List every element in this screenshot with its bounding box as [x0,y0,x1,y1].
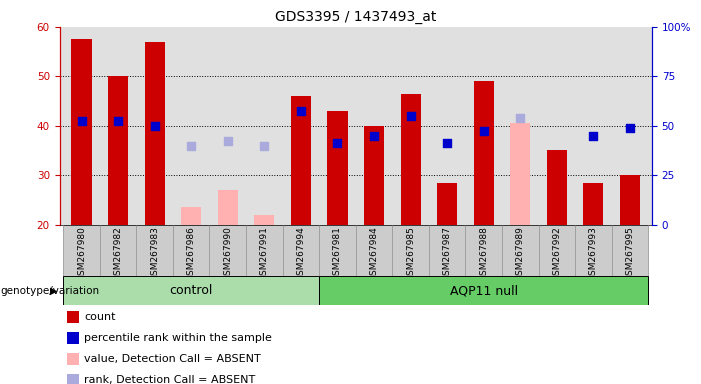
Bar [327,111,348,225]
Bar [612,225,648,276]
Text: genotype/variation: genotype/variation [1,286,100,296]
Bar [246,225,283,276]
Bar [510,123,531,225]
Point [222,137,233,144]
Point [588,132,599,139]
Bar [319,276,648,305]
Text: GSM267995: GSM267995 [625,226,634,281]
Text: GSM267990: GSM267990 [224,226,232,281]
Bar [437,183,457,225]
Bar [63,225,100,276]
Bar [474,81,494,225]
Bar [173,225,210,276]
Text: GSM267991: GSM267991 [260,226,269,281]
Point [149,123,161,129]
Title: GDS3395 / 1437493_at: GDS3395 / 1437493_at [275,10,437,25]
Text: GSM267983: GSM267983 [150,226,159,281]
Point [515,115,526,121]
Bar [583,183,604,225]
Bar [502,225,538,276]
Bar [254,215,274,225]
Text: GSM267985: GSM267985 [406,226,415,281]
Bar [283,225,319,276]
Text: AQP11 null: AQP11 null [449,285,518,297]
Bar [291,96,311,225]
Text: percentile rank within the sample: percentile rank within the sample [84,333,272,343]
Bar [181,207,201,225]
Bar [364,126,384,225]
Text: ▶: ▶ [50,286,57,296]
Text: GSM267988: GSM267988 [479,226,488,281]
Bar [319,225,355,276]
Bar [108,76,128,225]
Point [442,140,453,146]
Text: rank, Detection Call = ABSENT: rank, Detection Call = ABSENT [84,375,255,384]
Point [259,142,270,149]
Text: count: count [84,312,116,322]
Bar [429,225,465,276]
Point [625,125,636,131]
Text: GSM267986: GSM267986 [186,226,196,281]
Text: control: control [170,285,213,297]
Bar [465,225,502,276]
Bar [100,225,137,276]
Point [405,113,416,119]
Text: GSM267994: GSM267994 [297,226,306,281]
Bar [218,190,238,225]
Bar [620,175,640,225]
Bar [72,39,92,225]
Text: GSM267987: GSM267987 [442,226,451,281]
Bar [575,225,612,276]
Point [295,108,306,114]
Bar [137,225,173,276]
Text: GSM267993: GSM267993 [589,226,598,281]
Text: GSM267989: GSM267989 [516,226,525,281]
Text: GSM267980: GSM267980 [77,226,86,281]
Bar [547,151,567,225]
Point [478,127,489,134]
Bar [538,225,575,276]
Text: GSM267981: GSM267981 [333,226,342,281]
Point [369,132,380,139]
Text: GSM267992: GSM267992 [552,226,562,281]
Text: GSM267982: GSM267982 [114,226,123,281]
Point [76,118,87,124]
Bar [355,225,393,276]
Point [332,140,343,146]
Bar [400,94,421,225]
Bar [63,276,319,305]
Text: GSM267984: GSM267984 [369,226,379,281]
Bar [210,225,246,276]
Bar [393,225,429,276]
Point [186,142,197,149]
Point [112,118,123,124]
Bar [144,42,165,225]
Text: value, Detection Call = ABSENT: value, Detection Call = ABSENT [84,354,261,364]
